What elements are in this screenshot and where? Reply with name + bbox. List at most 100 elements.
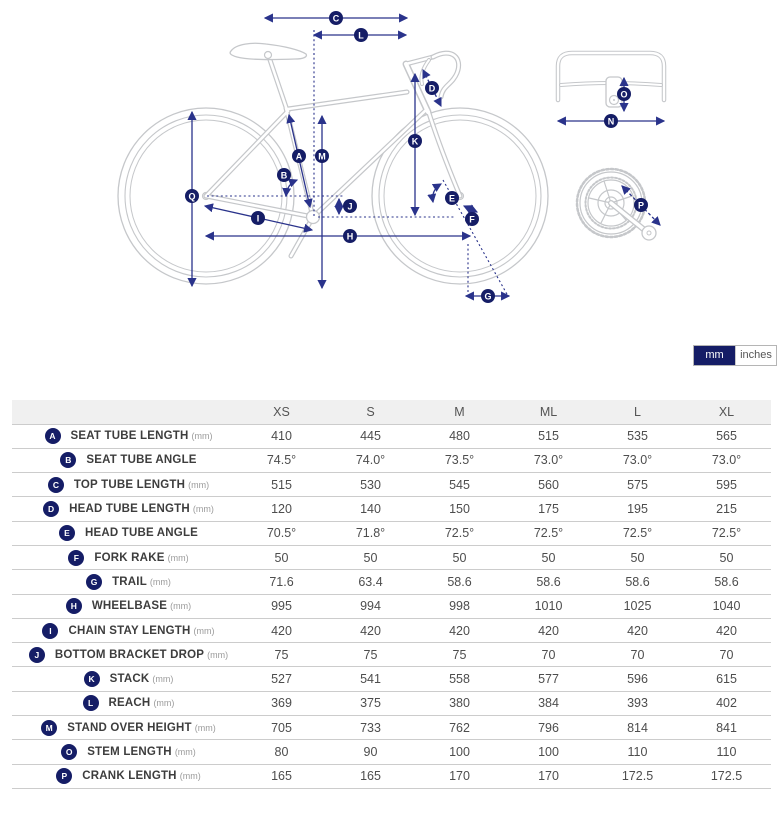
value-cell: 100 [449, 745, 470, 759]
value-cell: 170 [538, 769, 559, 784]
value-cell: 90 [363, 745, 378, 759]
badge-o-icon: O [617, 87, 631, 101]
value-cell: 841 [716, 720, 737, 735]
header-size-xs: XS [237, 400, 326, 424]
row-label-cell: M STAND OVER HEIGHT (mm) [12, 716, 237, 740]
value-cell: 70 [719, 647, 734, 662]
table-row: H WHEELBASE (mm) 995 994 998 1010 1025 1040 [12, 594, 771, 618]
value-cell: 165 [360, 769, 381, 784]
row-letter-badge: J [28, 646, 45, 663]
value-cell: 72.5° [533, 526, 564, 541]
row-unit: (mm) [174, 747, 196, 757]
value-cell: 733 [360, 720, 381, 735]
row-unit: (mm) [207, 649, 229, 660]
value-cell: 402 [716, 696, 737, 711]
row-label: STEM LENGTH [87, 746, 172, 758]
table-row: K STACK (mm) 527 541 558 577 596 615 [12, 666, 771, 691]
row-letter-badge: I [42, 622, 59, 639]
value-cell: 71.8° [355, 526, 386, 541]
value-cell: 480 [449, 429, 470, 444]
value-cell: 110 [716, 745, 737, 759]
value-cell: 535 [627, 429, 648, 444]
svg-text:J: J [347, 201, 352, 211]
badge-a-icon: A [292, 149, 306, 163]
value-cell: 560 [538, 477, 559, 492]
badge-m-icon: M [315, 149, 329, 163]
row-label-cell: C TOP TUBE LENGTH (mm) [12, 473, 237, 497]
dim-d [422, 68, 442, 108]
value-cell: 195 [627, 502, 648, 517]
value-cell: 615 [716, 672, 737, 687]
svg-text:I: I [257, 213, 260, 223]
row-label-cell: F FORK RAKE (mm) [12, 545, 237, 569]
value-cell: 420 [538, 623, 559, 638]
svg-text:P: P [638, 200, 644, 210]
badge-b-icon: B [277, 168, 291, 182]
value-cell: 410 [271, 429, 292, 444]
row-unit: (mm) [188, 479, 210, 490]
units-mm-button[interactable]: mm [694, 346, 735, 365]
value-cell: 1025 [623, 599, 652, 614]
header-size-l: L [593, 400, 682, 424]
badge-l-icon: L [354, 28, 368, 42]
svg-text:N: N [608, 116, 615, 126]
value-cell: 172.5 [710, 769, 743, 784]
value-cell: 172.5 [621, 769, 654, 784]
table-row: A SEAT TUBE LENGTH (mm) 410 445 480 515 535 565 [12, 424, 771, 448]
value-cell: 420 [271, 623, 292, 638]
table-row: F FORK RAKE (mm) 50 50 50 50 50 50 [12, 545, 771, 569]
row-label: CHAIN STAY LENGTH [68, 624, 191, 637]
row-letter-badge: L [82, 695, 99, 712]
table-row: I CHAIN STAY LENGTH (mm) 420 420 420 420 420 420 [12, 618, 771, 642]
badge-j-icon: J [343, 199, 357, 213]
row-letter-badge: E [58, 525, 75, 542]
bike-geometry-svg: C L A B M K D Q I J H E F G O N P [117, 11, 667, 303]
badge-n-icon: N [604, 114, 618, 128]
value-cell: 515 [538, 429, 559, 444]
row-label: HEAD TUBE LENGTH [69, 503, 190, 516]
table-row: L REACH (mm) 369 375 380 384 393 402 [12, 691, 771, 715]
row-label: CRANK LENGTH [82, 770, 177, 783]
value-cell: 420 [716, 623, 737, 638]
value-cell: 705 [271, 720, 292, 735]
row-letter-badge: F [68, 549, 85, 566]
row-unit: (mm) [167, 552, 189, 563]
value-cell: 595 [716, 477, 737, 492]
row-label-cell: P CRANK LENGTH (mm) [12, 764, 237, 788]
value-cell: 150 [449, 502, 470, 517]
row-label-cell: J BOTTOM BRACKET DROP (mm) [12, 643, 237, 667]
value-cell: 380 [449, 696, 470, 711]
badge-d-icon: D [425, 81, 439, 95]
value-cell: 50 [452, 550, 467, 565]
header-size-s: S [326, 400, 415, 424]
geometry-table-body: A SEAT TUBE LENGTH (mm) 410 445 480 515 535 565 B… [12, 424, 771, 789]
row-label: HEAD TUBE ANGLE [84, 527, 199, 540]
svg-text:Q: Q [188, 191, 195, 201]
geometry-diagram: C L A B M K D Q I J H E F G O N P [0, 0, 783, 335]
units-inches-button[interactable]: inches [735, 346, 776, 365]
badge-c-icon: C [329, 11, 343, 25]
row-label-cell: E HEAD TUBE ANGLE [12, 521, 237, 545]
table-row: B SEAT TUBE ANGLE 74.5° 74.0° 73.5° 73.0° 73.0… [12, 448, 771, 472]
svg-text:A: A [296, 151, 303, 161]
svg-text:B: B [281, 170, 288, 180]
dim-e [427, 183, 442, 204]
value-cell: 796 [538, 720, 559, 735]
table-row: C TOP TUBE LENGTH (mm) 515 530 545 560 575 595 [12, 472, 771, 497]
value-cell: 165 [271, 769, 292, 784]
value-cell: 814 [627, 720, 648, 735]
row-unit: (mm) [152, 674, 174, 685]
badge-p-icon: P [634, 198, 648, 212]
row-label-cell: G TRAIL (mm) [12, 570, 237, 594]
svg-text:E: E [449, 193, 455, 203]
value-cell: 596 [627, 672, 648, 687]
units-toggle: mm inches [693, 345, 777, 366]
value-cell: 110 [627, 745, 648, 759]
value-cell: 175 [538, 502, 559, 517]
dimension-lines [187, 13, 511, 301]
row-letter-badge: A [44, 428, 61, 445]
value-cell: 384 [538, 696, 559, 711]
row-letter-badge: C [47, 476, 64, 493]
dim-b [282, 178, 299, 198]
svg-text:H: H [347, 231, 354, 241]
